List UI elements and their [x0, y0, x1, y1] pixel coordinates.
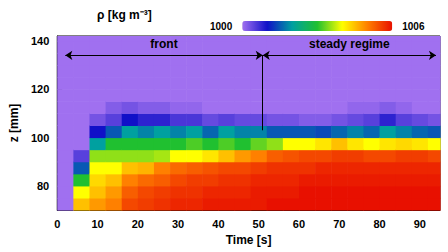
svg-text:90: 90 [414, 218, 426, 230]
svg-text:80: 80 [373, 218, 385, 230]
svg-text:100: 100 [31, 132, 49, 144]
svg-text:80: 80 [37, 180, 49, 192]
svg-text:70: 70 [333, 218, 345, 230]
svg-text:20: 20 [132, 218, 144, 230]
svg-text:30: 30 [172, 218, 184, 230]
svg-text:0: 0 [54, 218, 60, 230]
svg-text:z [mm]: z [mm] [7, 104, 21, 143]
svg-text:50: 50 [253, 218, 265, 230]
svg-text:1006: 1006 [402, 21, 425, 32]
svg-text:steady regime: steady regime [309, 37, 390, 51]
svg-text:140: 140 [31, 35, 49, 47]
svg-text:40: 40 [212, 218, 224, 230]
svg-text:Time [s]: Time [s] [226, 233, 272, 247]
svg-text:1000: 1000 [210, 21, 233, 32]
svg-text:60: 60 [293, 218, 305, 230]
svg-text:ρ [kg m⁻³]: ρ [kg m⁻³] [97, 8, 152, 22]
svg-text:120: 120 [31, 83, 49, 95]
svg-text:10: 10 [91, 218, 103, 230]
svg-text:front: front [150, 37, 177, 51]
